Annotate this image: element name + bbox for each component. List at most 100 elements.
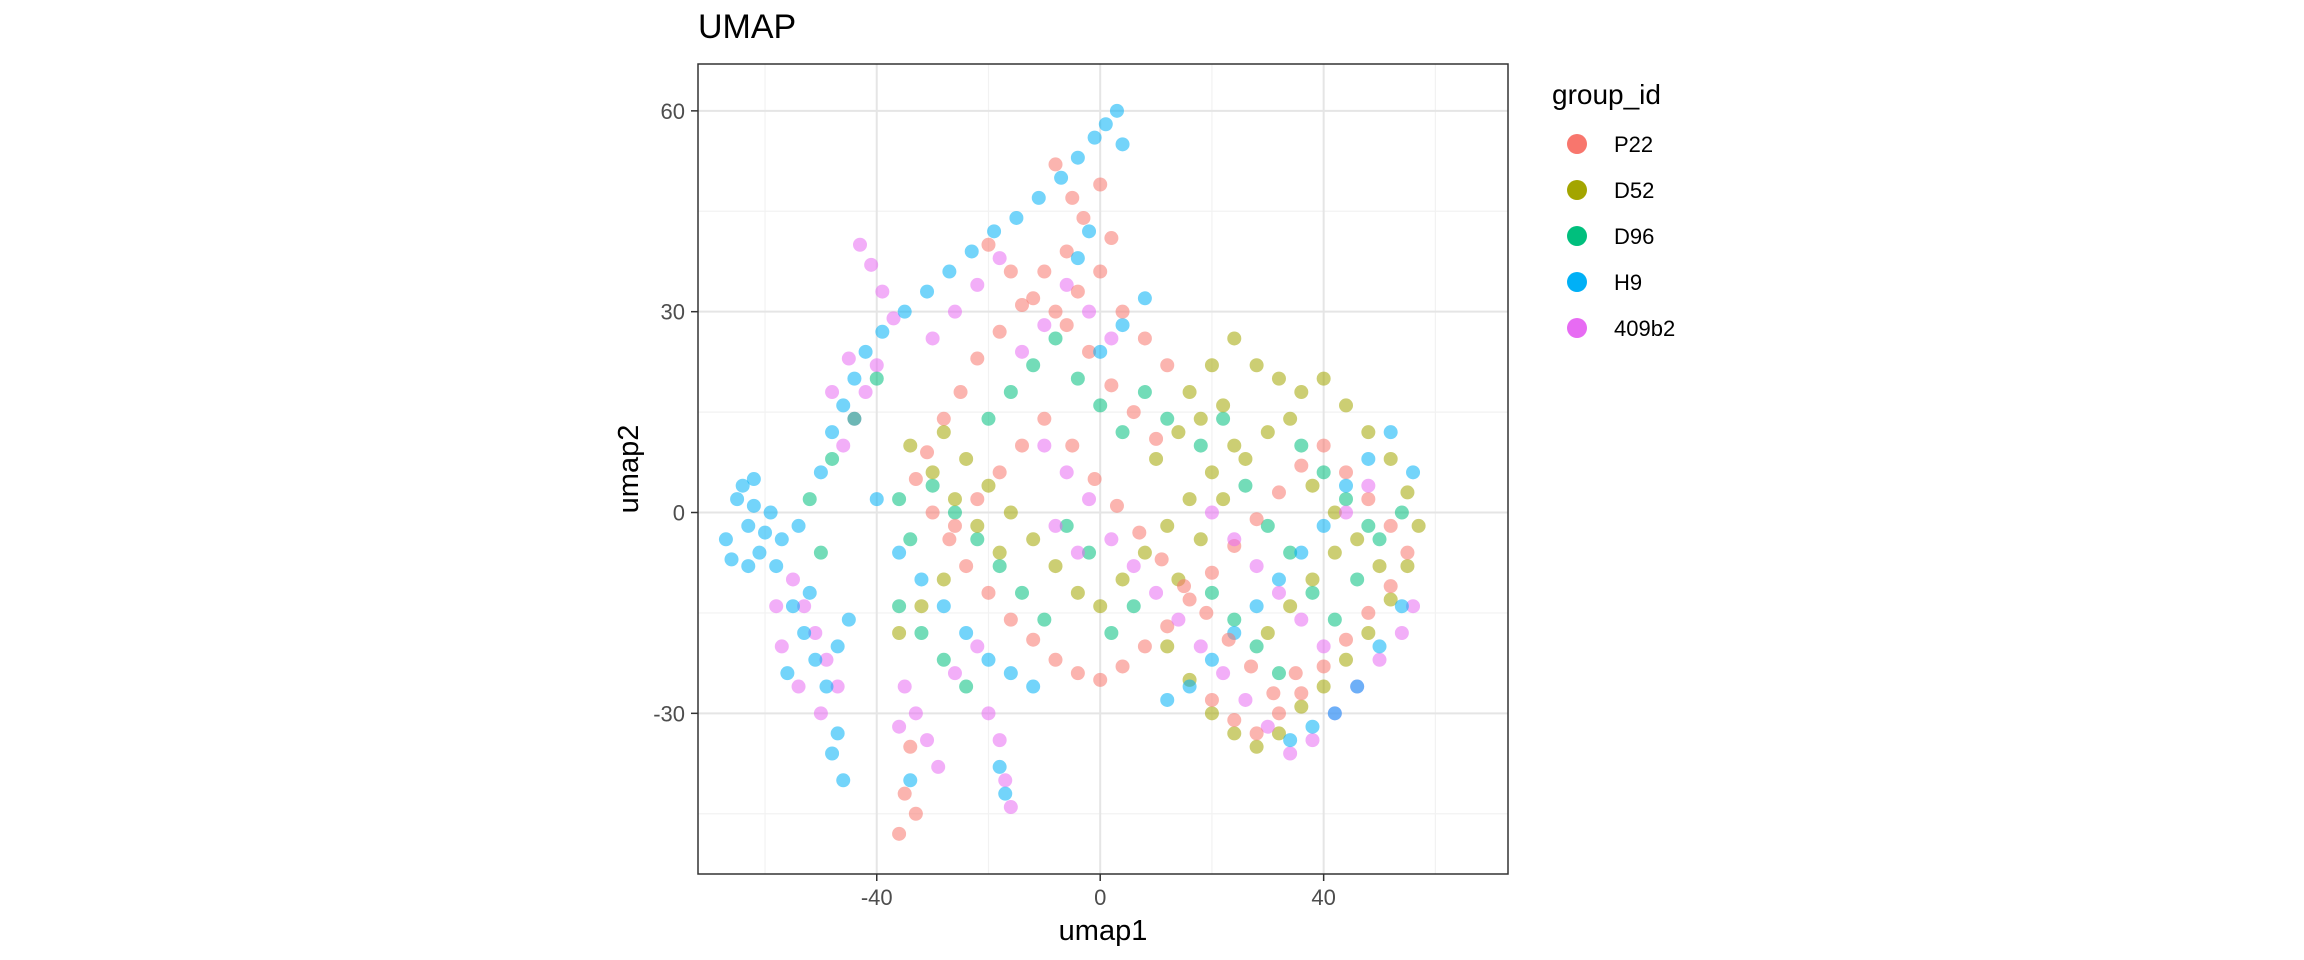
y-tick-label: 0 [673,501,685,526]
point-409b2 [1082,304,1097,319]
point-409b2 [925,331,940,346]
point-D52 [892,626,907,641]
point-P22 [1400,545,1415,560]
point-P22 [1070,284,1085,299]
point-P22 [1026,291,1041,306]
point-409b2 [1149,585,1164,600]
point-D96 [1204,585,1219,600]
point-D52 [1350,532,1365,547]
point-409b2 [785,572,800,587]
point-P22 [1154,552,1169,567]
point-D96 [1115,425,1130,440]
point-D96 [992,559,1007,574]
point-P22 [1266,686,1281,701]
point-P22 [1015,297,1029,312]
point-D52 [1316,371,1331,386]
point-409b2 [1082,492,1097,507]
point-P22 [1037,411,1052,426]
point-H9 [836,398,851,413]
point-409b2 [869,358,884,373]
point-D96 [1260,518,1275,533]
point-D52 [903,438,918,453]
point-H9 [808,652,823,667]
point-P22 [892,826,907,841]
point-409b2 [808,626,823,641]
point-H9 [741,518,756,533]
point-409b2 [1260,719,1275,734]
point-H9 [964,244,979,259]
point-H9 [858,344,873,359]
point-P22 [1037,264,1052,279]
point-D96 [1160,411,1175,426]
point-P22 [1048,304,1063,319]
point-H9 [730,492,745,507]
point-H9 [763,505,778,520]
point-409b2 [970,639,985,654]
point-D96 [1316,465,1331,480]
point-P22 [947,518,962,533]
point-H9 [769,559,784,574]
point-H9 [780,666,795,681]
point-P22 [1104,378,1119,393]
point-409b2 [864,257,879,272]
point-D96 [892,599,907,614]
point-D96 [925,478,940,493]
point-409b2 [791,679,806,694]
point-P22 [1271,706,1286,721]
point-H9 [897,304,912,319]
point-409b2 [992,733,1007,748]
point-D52 [1260,425,1275,440]
point-H9 [758,525,773,540]
legend-key-P22 [1567,134,1587,154]
legend-label-D96: D96 [1614,224,1654,249]
point-409b2 [797,599,812,614]
point-409b2 [1305,733,1320,748]
point-D52 [1160,518,1175,533]
point-H9 [841,612,856,627]
point-D52 [1204,465,1219,480]
legend: group_id P22 D52 D96 H9 409b2 [1552,79,1675,341]
point-P22 [1137,331,1152,346]
point-D52 [1411,518,1426,533]
point-H9 [1283,733,1298,748]
point-D96 [1394,505,1409,520]
point-409b2 [1361,478,1376,493]
point-H9 [920,284,935,299]
point-D52 [1283,411,1298,426]
point-409b2 [836,438,851,453]
point-P22 [1070,666,1085,681]
point-409b2 [981,706,996,721]
point-P22 [1026,632,1041,647]
point-D52 [1305,572,1320,587]
point-D52 [1339,398,1353,413]
point-D52 [1249,358,1264,373]
point-D52 [1271,726,1286,741]
point-H9 [830,726,845,741]
point-D96 [813,545,828,560]
point-P22 [1221,632,1236,647]
point-H9 [825,746,840,761]
point-H9 [1087,130,1102,145]
point-P22 [1339,465,1353,480]
point-D96 [1294,438,1309,453]
point-409b2 [813,706,828,721]
point-409b2 [1216,666,1231,681]
point-P22 [1093,264,1108,279]
point-P22 [1104,231,1119,246]
point-P22 [1003,612,1018,627]
point-H9 [1406,465,1421,480]
point-P22 [1093,177,1108,192]
point-D52 [936,572,951,587]
point-D96 [1372,532,1387,547]
point-D96 [936,652,951,667]
point-H9 [735,478,750,493]
point-409b2 [1048,518,1063,533]
point-P22 [1003,264,1018,279]
point-409b2 [1015,344,1029,359]
point-P22 [1048,157,1063,172]
point-P22 [970,351,985,366]
point-409b2 [1406,599,1421,614]
point-P22 [1065,438,1080,453]
point-P22 [1383,518,1398,533]
